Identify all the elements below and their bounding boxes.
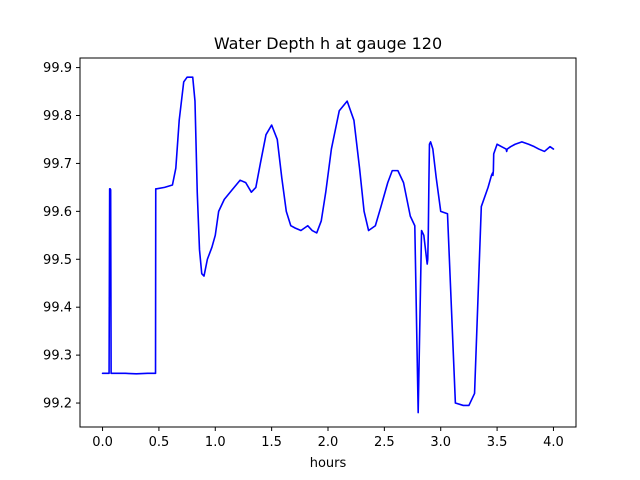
y-tick-label: 99.8 xyxy=(43,109,72,124)
x-tick-label: 1.5 xyxy=(261,435,282,450)
x-tick-label: 1.0 xyxy=(205,435,226,450)
y-tick-label: 99.4 xyxy=(43,301,72,316)
y-tick-label: 99.6 xyxy=(43,205,72,220)
x-tick-label: 3.5 xyxy=(487,435,508,450)
x-tick-label: 0.5 xyxy=(149,435,170,450)
x-axis: 0.0 0.5 1.0 1.5 2.0 2.5 3.0 3.5 4.0 xyxy=(92,427,564,450)
y-axis: 99.2 99.3 99.4 99.5 99.6 99.7 99.8 99.9 xyxy=(43,61,80,412)
y-tick-label: 99.3 xyxy=(43,349,72,364)
y-tick-label: 99.9 xyxy=(43,61,72,76)
chart-title: Water Depth h at gauge 120 xyxy=(214,34,442,53)
y-tick-label: 99.7 xyxy=(43,157,72,172)
x-tick-label: 2.0 xyxy=(318,435,339,450)
series-line xyxy=(101,76,555,414)
y-tick-label: 99.5 xyxy=(43,253,72,268)
plot-area-frame xyxy=(79,57,577,428)
y-tick-label: 99.2 xyxy=(43,397,72,412)
x-tick-label: 0.0 xyxy=(92,435,113,450)
x-tick-label: 2.5 xyxy=(374,435,395,450)
x-tick-label: 3.0 xyxy=(430,435,451,450)
x-tick-label: 4.0 xyxy=(543,435,564,450)
series-layer xyxy=(101,76,555,414)
x-axis-label: hours xyxy=(310,456,347,471)
